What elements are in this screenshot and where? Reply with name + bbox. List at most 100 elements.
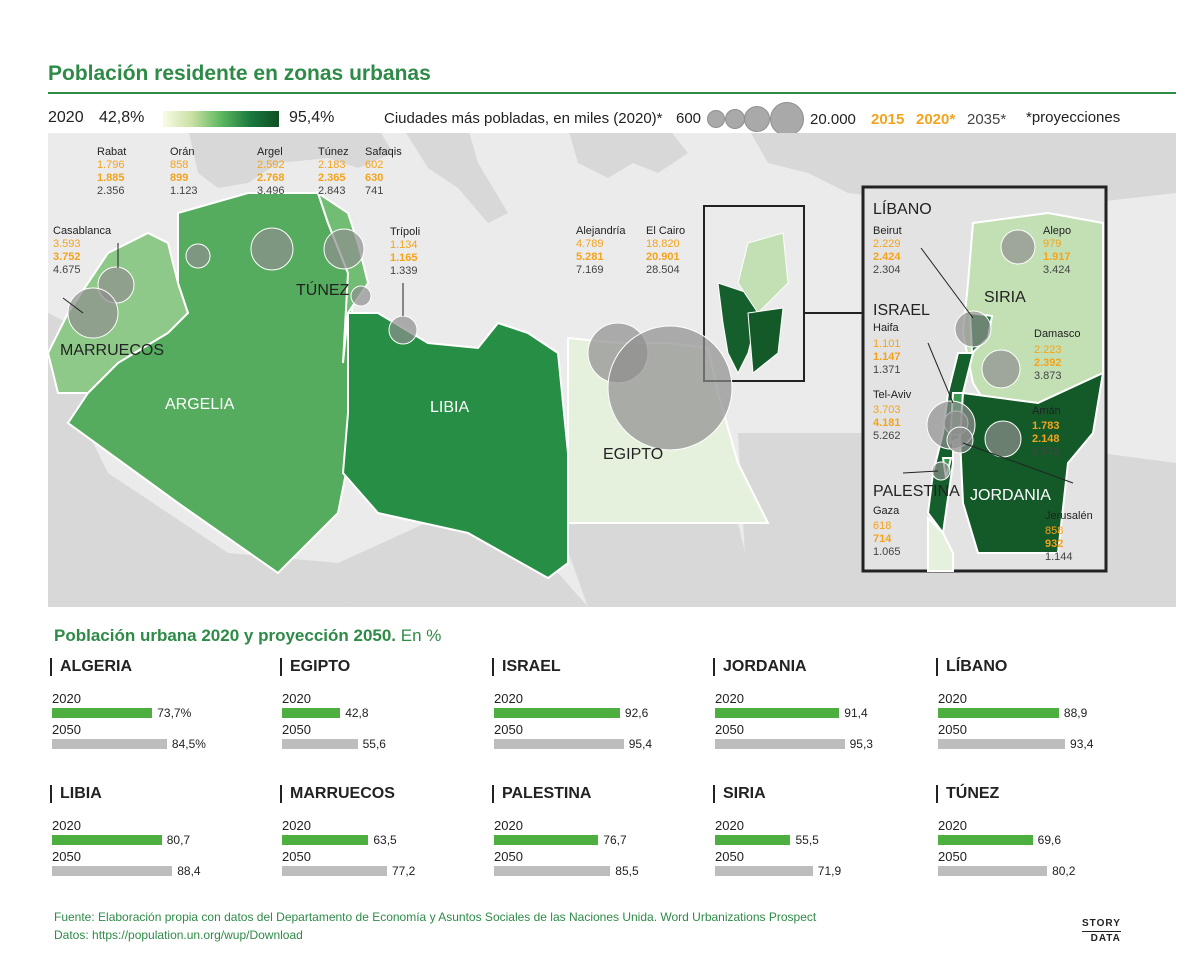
country-jordania-mini	[747, 307, 784, 374]
land-italy	[406, 133, 508, 223]
city-el-cairo: El Cairo 18.820 20.901 28.504	[646, 225, 685, 277]
city-gaza-name: Gaza	[873, 505, 900, 517]
bar-section-title: Población urbana 2020 y proyección 2050.…	[54, 626, 441, 646]
footer-source: Fuente: Elaboración propia con datos del…	[54, 910, 817, 924]
year-label-2050: 2050	[52, 722, 81, 737]
footer-data: Datos: https://population.un.org/wup/Dow…	[54, 928, 303, 942]
city-alepo-2020: 1.917	[1043, 251, 1071, 263]
city-gaza-2035: 1.065	[873, 546, 901, 558]
bar-value-2020: 42,8	[345, 706, 369, 720]
land-niger-chad	[338, 513, 588, 607]
legend-min: 42,8%	[99, 109, 145, 126]
city-casablanca-name: Casablanca	[53, 225, 112, 237]
city-tripoli: Trípoli 1.134 1.165 1.339	[390, 226, 420, 278]
city-argel-name: Argel	[257, 146, 283, 158]
bubble-alepo	[1000, 229, 1036, 265]
year-label-2050: 2050	[715, 849, 744, 864]
city-gaza: Gaza 618 714 1.065	[873, 505, 901, 559]
legend-2035: 2035*	[967, 111, 1007, 128]
bar-2050	[282, 866, 387, 876]
legend-cities-label: Ciudades más pobladas, en miles (2020)*	[384, 110, 663, 127]
city-rabat-2020: 1.885	[97, 172, 125, 184]
bar-2020	[938, 835, 1033, 845]
bar-chart-country-name: SIRIA	[713, 785, 766, 803]
city-oran-name: Orán	[170, 146, 195, 158]
city-alejandria: Alejandría 4.789 5.281 7.169	[576, 225, 626, 277]
legend-bubble-min: 600	[676, 110, 702, 127]
year-label-2050: 2050	[715, 722, 744, 737]
bubble-tripoli	[388, 315, 418, 345]
bar-value-2050: 95,3	[849, 737, 873, 751]
legend-bubble-m	[744, 106, 770, 132]
city-alejandria-name: Alejandría	[576, 225, 626, 237]
bubble-casablanca	[67, 287, 119, 339]
page-title: Población residente en zonas urbanas	[48, 62, 431, 85]
bubble-safaqis	[350, 285, 372, 307]
city-damasco-2035: 3.873	[1034, 370, 1062, 382]
bar-value-2050: 95,4	[628, 737, 653, 751]
bar-2020	[715, 708, 840, 718]
city-gaza-2015: 618	[873, 520, 892, 532]
bar-chart-siria: SIRIA 2020 55,5 2050 71,9	[713, 785, 913, 895]
city-argel-2015: 2.592	[257, 159, 285, 171]
land-sahel-west	[48, 313, 348, 607]
city-tunez-2035: 2.843	[318, 185, 346, 197]
bar-value-2050: 77,2	[391, 864, 416, 878]
logo-line-2: DATA	[1082, 931, 1121, 944]
bubble-oran	[185, 243, 211, 269]
city-damasco-2015: 2.223	[1034, 344, 1062, 356]
city-beirut-name: Beirut	[873, 225, 902, 237]
city-safaqis-2035: 741	[365, 185, 384, 197]
city-casablanca-2035: 4.675	[53, 264, 81, 276]
year-label-2020: 2020	[52, 691, 81, 706]
bubble-beirut	[954, 310, 992, 348]
city-tripoli-2035: 1.339	[390, 265, 418, 277]
city-casablanca-2015: 3.593	[53, 238, 81, 250]
bar-chart-líbano: LÍBANO 2020 88,9 2050 93,4	[936, 658, 1136, 768]
label-tunez: TÚNEZ	[296, 282, 350, 299]
bar-chart-country-name: LÍBANO	[936, 658, 1007, 676]
bar-chart-egipto: EGIPTO 2020 42,8 2050 55,6	[280, 658, 480, 768]
land-iberia	[189, 133, 393, 188]
city-haifa-2015: 1.101	[873, 338, 901, 350]
title-divider	[48, 92, 1176, 94]
bar-2020	[282, 708, 341, 718]
city-tripoli-2020: 1.165	[390, 252, 418, 264]
bubble-el-cairo	[607, 325, 733, 451]
city-alejandria-2035: 7.169	[576, 264, 604, 276]
legend-2020: 2020*	[916, 111, 956, 128]
bar-value-2020: 73,7%	[157, 706, 192, 720]
bar-chart-jordania: JORDANIA 2020 91,4 2050 95,3	[713, 658, 913, 768]
label-argelia: ARGELIA	[165, 396, 235, 413]
city-el-cairo-2035: 28.504	[646, 264, 680, 276]
color-ramp	[163, 111, 279, 127]
city-tripoli-name: Trípoli	[390, 226, 421, 238]
city-jerusalen-2035: 1.144	[1045, 551, 1073, 563]
bar-chart-country-name: ALGERIA	[50, 658, 132, 676]
city-tel-aviv: Tel-Aviv 3.703 4.181 5.262	[873, 389, 911, 443]
leader-casablanca	[62, 297, 84, 314]
bar-value-2020: 91,4	[844, 706, 868, 720]
city-safaqis-name: Safaqis	[365, 146, 402, 158]
inset-jordania	[958, 371, 1105, 554]
city-beirut-2020: 2.424	[873, 251, 901, 263]
bar-chart-libia: LIBIA 2020 80,7 2050 88,4	[50, 785, 250, 895]
city-aman-2035: 2.572	[1032, 446, 1060, 458]
city-aman-2020: 2.148	[1032, 433, 1060, 445]
label-palestina: PALESTINA	[873, 483, 960, 500]
bar-chart-country-name: LIBIA	[50, 785, 102, 803]
year-label-2050: 2050	[938, 849, 967, 864]
map	[48, 133, 1176, 607]
city-el-cairo-2015: 18.820	[646, 238, 680, 250]
bar-2050	[715, 866, 813, 876]
land-balkans	[569, 133, 688, 178]
legend-2015: 2015	[871, 111, 905, 128]
bar-chart-marruecos: MARRUECOS 2020 63,5 2050 77,2	[280, 785, 480, 895]
bar-chart-palestina: PALESTINA 2020 76,7 2050 85,5	[492, 785, 692, 895]
bar-value-2050: 80,2	[1052, 864, 1076, 878]
leader-haifa	[927, 342, 954, 404]
city-oran-2020: 899	[170, 172, 189, 184]
bar-2050	[938, 866, 1048, 876]
year-label-2020: 2020	[282, 691, 311, 706]
year-label-2020: 2020	[494, 691, 523, 706]
